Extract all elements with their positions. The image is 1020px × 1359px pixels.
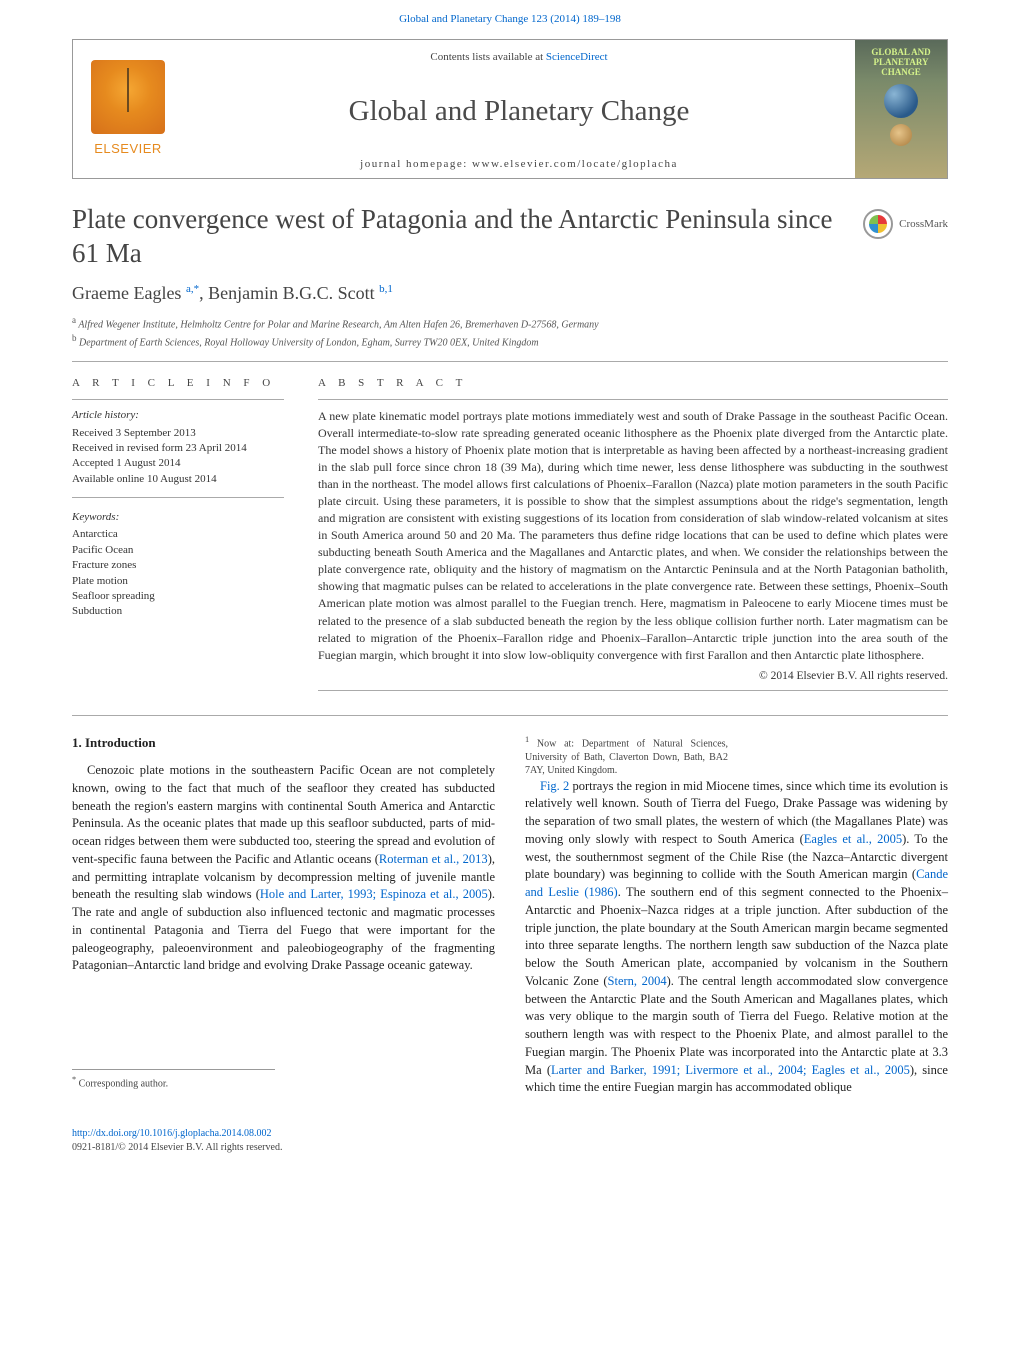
history-item: Received in revised form 23 April 2014 — [72, 441, 284, 456]
keyword: Plate motion — [72, 574, 284, 589]
abs-sep — [318, 399, 948, 400]
affiliations: a Alfred Wegener Institute, Helmholtz Ce… — [72, 314, 948, 351]
article-info-heading: A R T I C L E I N F O — [72, 376, 284, 391]
citation-link[interactable]: Stern, 2004 — [608, 974, 667, 988]
citation-link[interactable]: Eagles et al., 2005 — [804, 832, 902, 846]
intro-paragraph-1: Cenozoic plate motions in the southeaste… — [72, 762, 495, 975]
issn-copyright: 0921-8181/© 2014 Elsevier B.V. All right… — [72, 1142, 282, 1153]
author-1-sup: b,1 — [379, 283, 393, 295]
keyword: Seafloor spreading — [72, 589, 284, 604]
page-footer: http://dx.doi.org/10.1016/j.gloplacha.20… — [72, 1127, 948, 1155]
history-item: Accepted 1 August 2014 — [72, 456, 284, 471]
journal-cover-icon[interactable]: GLOBAL AND PLANETARY CHANGE — [855, 40, 947, 178]
journal-title: Global and Planetary Change — [349, 91, 690, 132]
citation-banner[interactable]: Global and Planetary Change 123 (2014) 1… — [0, 0, 1020, 33]
history-heading: Article history: — [72, 408, 284, 423]
author-0-sup: a,* — [186, 283, 199, 295]
keyword: Subduction — [72, 604, 284, 619]
citation-link[interactable]: Hole and Larter, 1993; Espinoza et al., … — [260, 887, 488, 901]
crossmark-badge[interactable]: CrossMark — [863, 209, 948, 239]
p2-text: . The southern end of this segment conne… — [525, 885, 948, 988]
author-0: Graeme Eagles — [72, 283, 186, 303]
p2-text: ). The central length accommodated slow … — [525, 974, 948, 1077]
citation-link[interactable]: Roterman et al., 2013 — [379, 852, 488, 866]
section-heading-intro: 1. Introduction — [72, 734, 495, 752]
corr-star-text: Corresponding author. — [76, 1078, 168, 1089]
abstract-heading: A B S T R A C T — [318, 376, 948, 391]
keyword: Fracture zones — [72, 558, 284, 573]
intro-paragraph-2: Fig. 2 portrays the region in mid Miocen… — [525, 778, 948, 1098]
article-title: Plate convergence west of Patagonia and … — [72, 203, 852, 271]
corr-one-text: Now at: Department of Natural Sciences, … — [525, 738, 728, 776]
citation-link[interactable]: Larter and Barker, 1991; Livermore et al… — [551, 1063, 910, 1077]
keywords-heading: Keywords: — [72, 510, 284, 525]
info-sep — [72, 399, 284, 400]
keyword: Antarctica — [72, 527, 284, 542]
crossmark-icon — [863, 209, 893, 239]
cover-globe-icon — [890, 124, 912, 146]
p1-text: Cenozoic plate motions in the southeaste… — [72, 763, 495, 866]
affil-a: Alfred Wegener Institute, Helmholtz Cent… — [76, 319, 599, 330]
abstract-copyright: © 2014 Elsevier B.V. All rights reserved… — [318, 668, 948, 684]
separator — [72, 361, 948, 362]
body-columns: 1. Introduction Cenozoic plate motions i… — [72, 734, 948, 1097]
crossmark-label: CrossMark — [899, 217, 948, 232]
cover-earth-icon — [884, 84, 918, 118]
cover-title: GLOBAL AND PLANETARY CHANGE — [859, 48, 943, 78]
publisher-name: ELSEVIER — [94, 140, 162, 158]
publisher-logo[interactable]: ELSEVIER — [73, 40, 183, 178]
history-item: Available online 10 August 2014 — [72, 472, 284, 487]
affil-b: Department of Earth Sciences, Royal Holl… — [77, 338, 539, 349]
article-info-column: A R T I C L E I N F O Article history: R… — [72, 376, 284, 691]
journal-header: ELSEVIER Contents lists available at Sci… — [72, 39, 948, 179]
sciencedirect-link[interactable]: ScienceDirect — [546, 51, 608, 63]
authors: Graeme Eagles a,*, Benjamin B.G.C. Scott… — [72, 281, 948, 306]
header-center: Contents lists available at ScienceDirec… — [183, 40, 855, 178]
author-1: , Benjamin B.G.C. Scott — [199, 283, 379, 303]
contents-line: Contents lists available at ScienceDirec… — [430, 50, 607, 65]
history-item: Received 3 September 2013 — [72, 426, 284, 441]
contents-prefix: Contents lists available at — [430, 51, 545, 63]
journal-homepage[interactable]: journal homepage: www.elsevier.com/locat… — [360, 157, 678, 172]
figure-link[interactable]: Fig. 2 — [540, 779, 569, 793]
keyword: Pacific Ocean — [72, 543, 284, 558]
abstract-text: A new plate kinematic model portrays pla… — [318, 408, 948, 663]
body-separator — [72, 715, 948, 716]
doi-link[interactable]: http://dx.doi.org/10.1016/j.gloplacha.20… — [72, 1128, 272, 1139]
abstract-column: A B S T R A C T A new plate kinematic mo… — [318, 376, 948, 691]
elsevier-tree-icon — [91, 60, 165, 134]
info-sep — [72, 497, 284, 498]
abs-sep-bottom — [318, 690, 948, 691]
